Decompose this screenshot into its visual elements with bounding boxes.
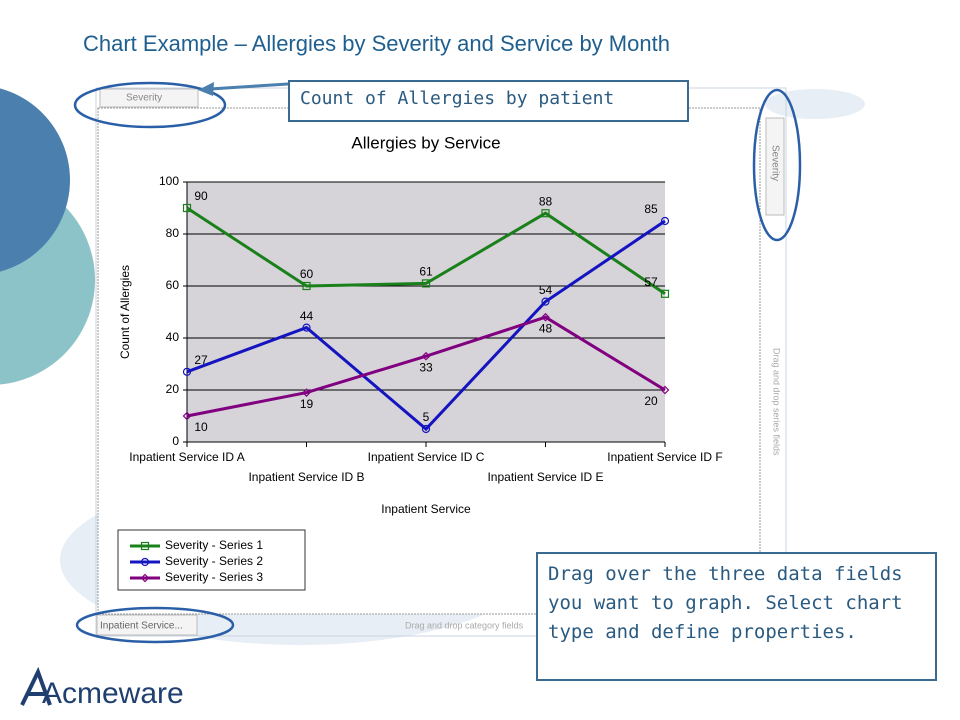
marker xyxy=(421,424,431,434)
marker xyxy=(182,203,192,213)
decor-ellipse xyxy=(765,89,865,119)
data-label: 90 xyxy=(194,189,208,203)
data-label: 85 xyxy=(644,202,658,216)
marker xyxy=(541,312,550,322)
marker xyxy=(140,541,150,551)
series-line xyxy=(186,206,666,296)
highlight xyxy=(752,88,802,242)
decor-circle xyxy=(0,88,70,272)
legend-label: Severity - Series 1 xyxy=(165,538,263,552)
legend-box xyxy=(117,529,306,591)
legend-label: Severity - Series 2 xyxy=(165,554,263,568)
marker xyxy=(182,367,192,376)
series-line xyxy=(186,219,666,432)
marker xyxy=(140,557,150,567)
callout: Count of Allergies by patient xyxy=(288,80,689,122)
data-label: 61 xyxy=(419,265,433,279)
x-tick-label: Inpatient Service ID A xyxy=(129,450,244,464)
x-axis-title: Inpatient Service xyxy=(381,502,471,516)
tab-label: Inpatient Service... xyxy=(100,621,183,632)
marker xyxy=(140,573,150,583)
plot: 0 20 40 60 80 100 Inpatient Service ID A Inpati… xyxy=(129,174,722,484)
marker xyxy=(660,289,670,298)
y-axis-title: Count of Allergies xyxy=(118,265,132,359)
marker xyxy=(541,297,550,306)
x-tick-label: Inpatient Service ID B xyxy=(248,470,364,484)
y-tick-label: 40 xyxy=(166,330,180,344)
highlight xyxy=(75,606,235,644)
chart-title: Allergies by Service xyxy=(351,133,500,152)
highlight xyxy=(73,81,227,129)
x-tick-label: Inpatient Service ID E xyxy=(487,470,603,484)
data-label: 20 xyxy=(644,394,658,408)
marker xyxy=(182,411,192,421)
arrow xyxy=(209,82,289,91)
y-tick-label: 20 xyxy=(166,382,180,396)
marker xyxy=(302,281,311,291)
marker xyxy=(541,209,550,218)
data-label: 88 xyxy=(539,194,553,208)
drop-hint: Drag and drop category fields xyxy=(405,620,524,630)
marker xyxy=(660,216,670,226)
y-tick-label: 0 xyxy=(172,434,179,448)
marker xyxy=(660,385,670,395)
y-tick-label: 80 xyxy=(166,226,180,240)
logo: Acmeware xyxy=(42,677,184,710)
tab-label: Severity xyxy=(126,93,162,104)
tab-label: Severity xyxy=(769,145,780,181)
y-tick-label: 60 xyxy=(166,278,180,292)
data-label: 54 xyxy=(539,283,553,297)
slide-title: Chart Example – Allergies by Severity an… xyxy=(83,31,670,56)
data-label: 10 xyxy=(194,420,208,434)
x-tick-label: Inpatient Service ID C xyxy=(368,450,485,464)
marker xyxy=(421,279,431,288)
tab[interactable] xyxy=(96,614,198,636)
data-label: 48 xyxy=(539,321,553,335)
data-label: 5 xyxy=(423,410,430,424)
y-tick-label: 100 xyxy=(159,174,179,188)
plot-area xyxy=(187,182,665,442)
logo-mark xyxy=(20,666,52,706)
drop-hint: Drag and drop series fields xyxy=(772,348,782,456)
data-label: 57 xyxy=(644,275,658,289)
tab[interactable] xyxy=(765,117,785,216)
legend-label: Severity - Series 3 xyxy=(165,570,263,584)
marker xyxy=(302,323,311,332)
marker xyxy=(302,388,311,397)
data-label: 19 xyxy=(300,397,314,411)
arrow-head xyxy=(198,82,214,96)
data-label: 60 xyxy=(300,267,314,281)
series-line xyxy=(186,315,666,418)
data-label: 33 xyxy=(419,360,433,374)
marker xyxy=(421,351,431,361)
x-tick-label: Inpatient Service ID F xyxy=(607,450,722,464)
callout: Drag over the three data fields you want… xyxy=(536,552,937,681)
tab[interactable] xyxy=(99,88,199,108)
data-label: 44 xyxy=(300,309,314,323)
data-label: 27 xyxy=(194,353,208,367)
